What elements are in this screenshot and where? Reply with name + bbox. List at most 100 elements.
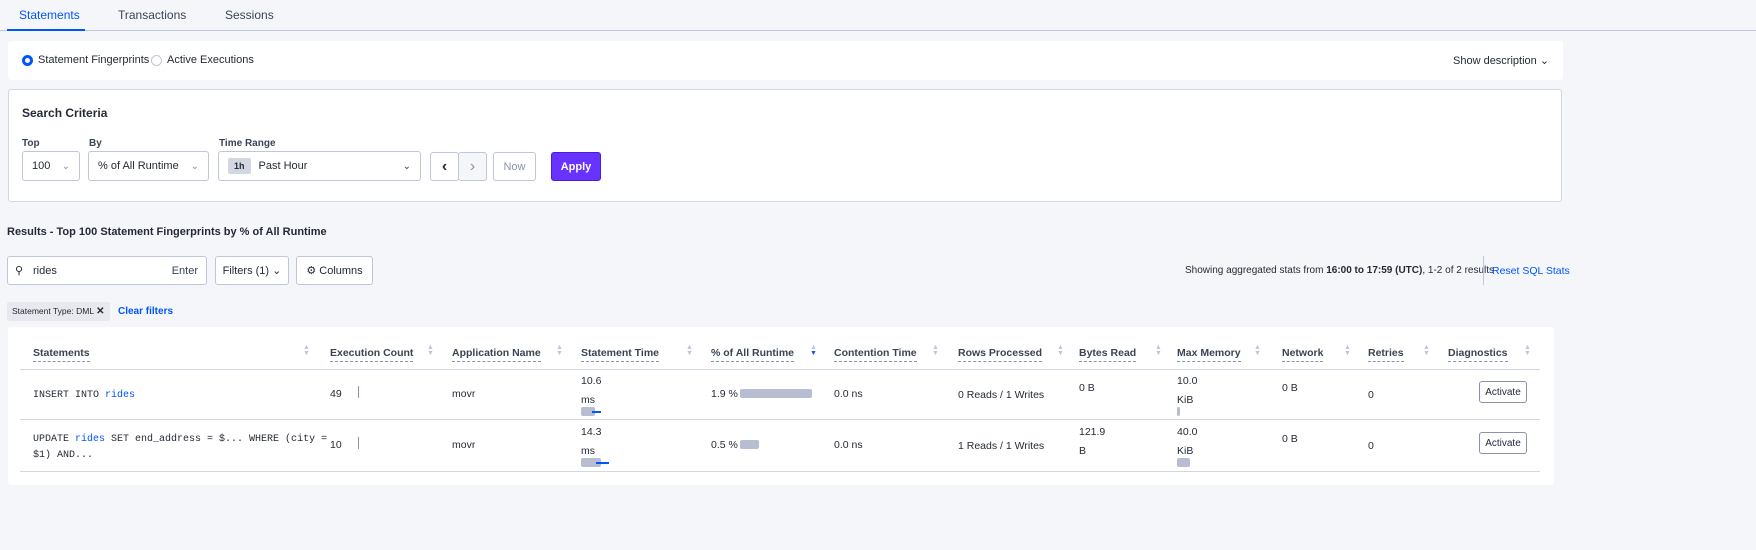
stmt-text: INSERT INTO [33, 390, 106, 401]
next-time-button[interactable]: › [458, 152, 487, 181]
chip-label: Statement Type: DML [12, 306, 94, 316]
max-memory-unit: KiB [1177, 394, 1194, 406]
contention-time: 0.0 ns [834, 439, 863, 451]
statement-time-unit: ms [581, 445, 595, 457]
previous-time-button[interactable]: ‹ [430, 152, 459, 181]
sort-icon[interactable]: ▲ ▼ [932, 344, 939, 357]
filters-button[interactable]: Filters (1) ⌄ [215, 256, 289, 285]
sort-icon[interactable]: ▲ ▼ [1057, 344, 1064, 357]
activate-diagnostics-button[interactable]: Activate [1479, 381, 1527, 403]
stmt-text: SET end_address = $... WHERE (city = [105, 434, 328, 445]
sort-icon[interactable]: ▲ ▼ [556, 344, 563, 357]
column-header[interactable]: Diagnostics [1448, 347, 1508, 362]
column-header[interactable]: Statement Time [581, 347, 659, 362]
filters-label: Filters (1) [222, 264, 270, 277]
exec-bar [358, 386, 359, 398]
tab-transactions[interactable]: Transactions [118, 8, 187, 22]
chevron-right-icon: › [469, 157, 476, 175]
summary-count: , 1-2 of 2 results [1422, 265, 1495, 276]
sort-icon[interactable]: ▲ ▼ [1423, 344, 1430, 357]
search-criteria-title: Search Criteria [22, 106, 108, 120]
statement-time-bar [581, 407, 595, 416]
tab-bar: Statements Transactions Sessions [0, 0, 1756, 31]
by-select[interactable]: % of All Runtime ⌄ [88, 151, 209, 181]
apply-button[interactable]: Apply [551, 152, 601, 181]
column-header[interactable]: Contention Time [834, 347, 917, 362]
chevron-down-icon: ⌄ [61, 160, 70, 172]
statement-time-unit: ms [581, 394, 595, 406]
by-value: % of All Runtime [98, 160, 179, 172]
runtime-bar [740, 440, 759, 449]
sort-icon[interactable]: ▲ ▼ [1254, 344, 1261, 357]
radio-statement-fingerprints[interactable]: Statement Fingerprints [22, 54, 149, 66]
filter-chip: Statement Type: DML ✕ [7, 302, 110, 321]
reset-sql-stats-link[interactable]: Reset SQL Stats [1492, 265, 1570, 277]
statement-time-deviation [596, 462, 609, 464]
rows-processed: 0 Reads / 1 Writes [958, 389, 1045, 401]
tab-sessions[interactable]: Sessions [225, 8, 274, 22]
sort-icon[interactable]: ▲ ▼ [810, 344, 817, 357]
divider [20, 419, 1540, 420]
time-value: Past Hour [258, 160, 308, 172]
statement-link[interactable]: INSERT INTO rides [33, 388, 135, 404]
sort-icon[interactable]: ▲ ▼ [686, 344, 693, 357]
column-header[interactable]: Rows Processed [958, 347, 1043, 362]
chevron-down-icon: ⌄ [402, 160, 411, 172]
radio-checked-icon [22, 54, 33, 66]
radio-active-executions[interactable]: Active Executions [151, 54, 254, 66]
mode-panel: Statement Fingerprints Active Executions… [8, 41, 1563, 80]
sort-icon[interactable]: ▲ ▼ [427, 344, 434, 357]
close-icon[interactable]: ✕ [96, 306, 105, 317]
chevron-down-icon: ⌄ [190, 160, 199, 172]
column-header[interactable]: Bytes Read [1079, 347, 1137, 362]
application-name: movr [452, 388, 476, 400]
time-range-select[interactable]: 1h Past Hour ⌄ [218, 151, 421, 181]
bytes-read: 121.9 [1079, 426, 1106, 438]
active-tab-indicator [7, 29, 85, 31]
statement-link[interactable]: UPDATE rides SET end_address = $... WHER… [33, 432, 327, 464]
show-description-button[interactable]: Show description ⌄ [1453, 54, 1549, 67]
divider [20, 369, 1540, 370]
column-header[interactable]: Network [1282, 347, 1324, 362]
column-header[interactable]: Max Memory [1177, 347, 1241, 362]
column-header[interactable]: Execution Count [330, 347, 414, 362]
search-icon: ⚲ [15, 265, 24, 277]
rows-processed: 1 Reads / 1 Writes [958, 440, 1045, 452]
retries: 0 [1368, 389, 1374, 401]
network: 0 B [1282, 433, 1298, 445]
sort-icon[interactable]: ▲ ▼ [1344, 344, 1351, 357]
retries: 0 [1368, 440, 1374, 452]
sort-icon[interactable]: ▲ ▼ [1524, 344, 1531, 357]
sort-icon[interactable]: ▲ ▼ [303, 344, 310, 357]
top-value: 100 [32, 160, 51, 172]
runtime-bar [740, 389, 812, 398]
statement-time: 14.3 [581, 426, 602, 438]
column-header[interactable]: Retries [1368, 347, 1404, 362]
execution-count: 10 [330, 439, 342, 451]
column-header[interactable]: % of All Runtime [711, 347, 795, 362]
sort-icon[interactable]: ▲ ▼ [1155, 344, 1162, 357]
radio-label: Active Executions [167, 54, 254, 66]
by-label: By [89, 138, 102, 149]
stmt-text: UPDATE [33, 434, 76, 445]
runtime-percent: 1.9 % [711, 388, 738, 400]
clear-filters-link[interactable]: Clear filters [118, 306, 174, 317]
max-memory-bar [1177, 458, 1190, 467]
tab-statements[interactable]: Statements [19, 8, 80, 22]
gear-icon: ⚙ [306, 265, 317, 277]
bytes-read-unit: B [1079, 445, 1087, 457]
top-select[interactable]: 100 ⌄ [22, 151, 80, 181]
now-button[interactable]: Now [493, 152, 536, 181]
column-header[interactable]: Application Name [452, 347, 541, 362]
search-input[interactable]: ⚲ rides Enter [7, 256, 207, 285]
column-header[interactable]: Statements [33, 347, 90, 362]
execution-count: 49 [330, 388, 342, 400]
columns-button[interactable]: ⚙ Columns [296, 256, 373, 285]
chevron-left-icon: ‹ [441, 157, 448, 175]
results-summary: Showing aggregated stats from 16:00 to 1… [1185, 265, 1494, 276]
results-title: Results - Top 100 Statement Fingerprints… [7, 226, 327, 238]
activate-diagnostics-button[interactable]: Activate [1479, 432, 1527, 454]
enter-hint[interactable]: Enter [171, 265, 198, 277]
bytes-read: 0 B [1079, 382, 1095, 394]
runtime-percent: 0.5 % [711, 439, 738, 451]
